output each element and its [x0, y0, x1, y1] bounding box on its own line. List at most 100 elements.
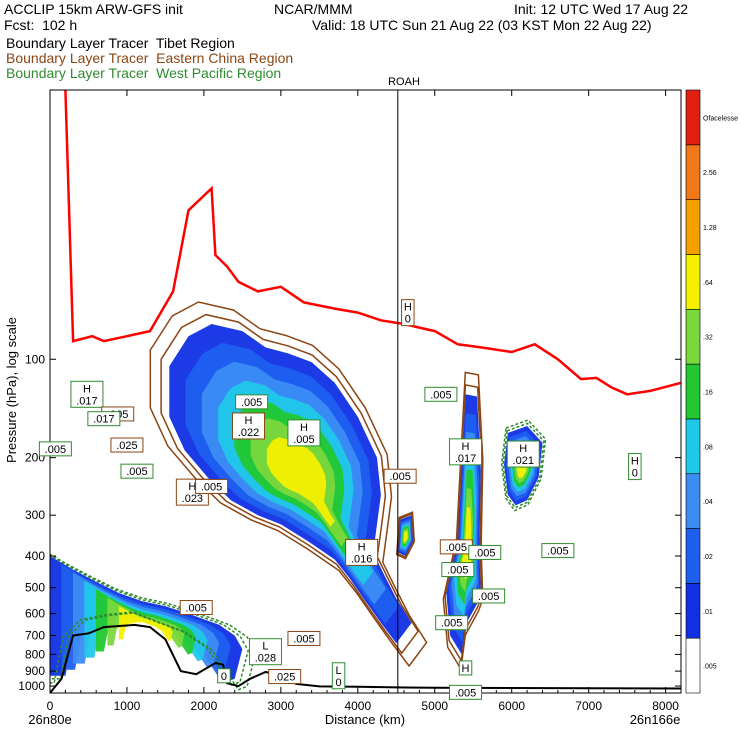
contour-label-box	[217, 668, 231, 684]
contour-label-box	[195, 478, 229, 494]
init-time: Init: 12 UTC Wed 17 Aug 22	[514, 1, 689, 17]
colorbar-swatch	[685, 528, 701, 584]
contour-label: H	[462, 441, 470, 453]
colorbar-label: .04	[703, 499, 713, 506]
colorbar-label: .64	[703, 280, 713, 287]
contour-label: .005	[474, 547, 495, 559]
colorbar-label: Ofacelesse	[703, 115, 738, 122]
contour-label-box	[424, 386, 458, 402]
contour-label: .005	[441, 618, 462, 630]
contour-label: .023	[182, 493, 203, 505]
contour-label-box	[441, 562, 475, 578]
contour-label: .017	[455, 453, 476, 465]
contour-label: L	[336, 665, 342, 677]
x-tick-label: 3000	[268, 699, 295, 713]
contour-label: .005	[547, 546, 568, 558]
contour-label-box	[179, 600, 213, 616]
x-tick-label: 8000	[652, 699, 679, 713]
tracer-contour	[149, 301, 428, 668]
contour-label-box	[449, 438, 483, 466]
y-tick-label: 500	[25, 581, 45, 595]
contour-label-box	[401, 299, 415, 327]
contour-label: H	[245, 415, 253, 427]
colorbar-swatch	[685, 89, 701, 146]
surface-west-band	[107, 597, 185, 648]
contour-label-box	[628, 453, 642, 481]
tracer-contour	[395, 511, 416, 560]
tracer-contour	[160, 313, 420, 655]
contour-label: .016	[351, 553, 372, 565]
contour-label-box	[38, 441, 72, 457]
y-axis-title: Pressure (hPa), log scale	[4, 317, 19, 463]
terrain-line	[50, 623, 681, 693]
contour-label-box	[468, 544, 502, 560]
forecast-hour: Fcst: 102 h	[4, 17, 78, 33]
contour-label-box	[541, 543, 575, 559]
contour-label-box	[331, 662, 346, 690]
contour-label-box	[268, 669, 302, 685]
tracer-contour	[50, 554, 250, 687]
contour-label: .017	[76, 395, 97, 407]
surface-west-band	[118, 605, 173, 642]
valid-time: Valid: 18 UTC Sun 21 Aug 22 (03 KST Mon …	[312, 17, 652, 33]
model-title: ACCLIP 15km ARW-GFS init	[4, 1, 183, 17]
contour-label: .005	[478, 591, 499, 603]
colorbar-swatch	[685, 144, 701, 200]
y-tick-label: 900	[25, 664, 45, 678]
x-tick-label: 5000	[421, 699, 448, 713]
x-tick-label: 6000	[498, 699, 525, 713]
contour-label-box	[120, 463, 154, 479]
y-tick-label: 700	[25, 628, 45, 642]
legend-tibet: Boundary Layer Tracer Tibet Region	[6, 35, 235, 51]
colorbar-swatch	[685, 363, 701, 420]
contour-label: .017	[93, 414, 114, 426]
contour-label-box	[345, 538, 379, 566]
y-tick-label: 300	[25, 508, 45, 522]
x-tick-label: 1000	[114, 699, 141, 713]
contour-label: 0	[336, 677, 342, 689]
colorbar-swatch	[685, 473, 701, 529]
contour-label: H	[188, 481, 196, 493]
contour-label: 0	[405, 314, 411, 326]
tropopause-line	[64, 90, 681, 396]
colorbar-label: .16	[703, 390, 713, 397]
left-endpoint: 26n80e	[28, 712, 71, 727]
y-tick-label: 400	[25, 549, 45, 563]
mid-cell-band	[403, 530, 408, 543]
contour-label: H	[631, 456, 639, 468]
annotations: H.017.005.017.005.025.005H.023.005.005H.…	[38, 299, 642, 700]
contour-label: .005	[185, 603, 206, 615]
contour-label: .028	[255, 653, 276, 665]
contour-label-box	[458, 660, 473, 676]
marker-label: ROAH	[388, 76, 420, 88]
colorbar-label: 1.28	[703, 225, 717, 232]
contour-label: .005	[447, 565, 468, 577]
colorbar-swatch	[685, 254, 701, 310]
contour-label: H	[404, 302, 412, 314]
contour-label-box	[248, 638, 282, 666]
contour-label: H	[358, 541, 366, 553]
upper-plume-band	[266, 437, 335, 527]
colorbar-label: .01	[703, 609, 713, 616]
contour-label: .005	[45, 444, 66, 456]
colorbar-swatch	[685, 637, 701, 694]
x-tick-label: 0	[47, 699, 54, 713]
contour-label: H	[462, 663, 470, 675]
legend-eastern-china: Boundary Layer Tracer Eastern China Regi…	[6, 50, 294, 66]
contour-label-box	[435, 615, 469, 631]
right-endpoint: 26n166e	[630, 712, 681, 727]
x-axis-title: Distance (km)	[325, 712, 405, 727]
y-tick-label: 800	[25, 647, 45, 661]
contour-label-box	[287, 630, 321, 646]
colorbar-label: .32	[703, 335, 713, 342]
contour-label-box	[232, 412, 266, 440]
contour-label: .005	[455, 687, 476, 699]
contour-label: H	[300, 422, 308, 434]
y-tick-label: 600	[25, 607, 45, 621]
x-tick-label: 7000	[575, 699, 602, 713]
colorbar-swatch	[685, 308, 701, 365]
contour-label: .005	[126, 466, 147, 478]
contour-label-box	[70, 380, 104, 408]
contour-label: .025	[274, 672, 295, 684]
